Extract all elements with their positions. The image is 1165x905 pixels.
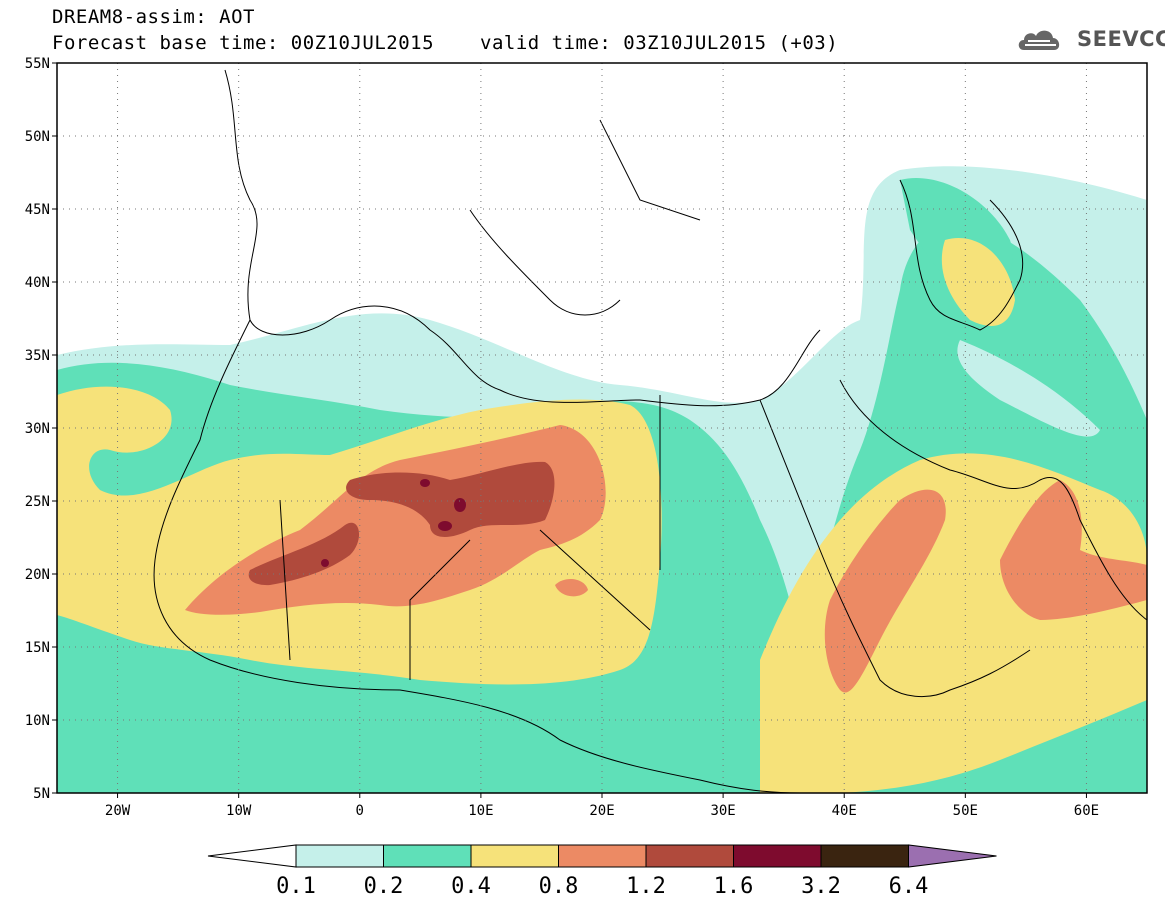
colorbar-label: 1.6 [714, 874, 754, 899]
title-base-time: Forecast base time: 00Z10JUL2015 [52, 32, 435, 54]
colorbar-swatch [470, 844, 559, 868]
logo-text: SEEVCCC [1077, 27, 1165, 51]
colorbar-swatch [820, 844, 909, 868]
colorbar-swatch [558, 844, 647, 868]
lon-tick-label: 10E [468, 803, 493, 819]
colorbar-label: 3.2 [801, 874, 841, 899]
coastlines [153, 69, 1147, 793]
aot-band-1.6 [420, 479, 430, 487]
lon-tick-label: 30E [710, 803, 735, 819]
lon-tick-label: 10W [226, 803, 252, 819]
colorbar-label: 6.4 [889, 874, 929, 899]
lon-tick-label: 0 [356, 803, 364, 819]
lat-tick-label: 20N [25, 567, 50, 583]
colorbar-label: 1.2 [626, 874, 666, 899]
lon-tick-label: 20W [105, 803, 131, 819]
lat-tick-label: 15N [25, 640, 50, 656]
lat-tick-label: 5N [33, 786, 50, 802]
colorbar-swatch [733, 844, 822, 868]
colorbar-arrow-high [908, 844, 997, 868]
title-product: DREAM8-assim: AOT [52, 6, 255, 28]
lon-axis: 20W 10W 0 10E 20E 30E 40E 50E 60E [105, 793, 1099, 819]
lon-tick-label: 50E [953, 803, 978, 819]
colorbar-swatch [645, 844, 734, 868]
lat-tick-label: 50N [25, 129, 50, 145]
lon-tick-label: 60E [1074, 803, 1099, 819]
lon-tick-label: 20E [589, 803, 614, 819]
colorbar-label: 0.1 [276, 874, 316, 899]
aot-band-1.2 [248, 522, 360, 586]
colorbar-label: 0.2 [364, 874, 404, 899]
colorbar-label: 0.4 [451, 874, 491, 899]
lat-tick-label: 40N [25, 275, 50, 291]
lon-tick-label: 40E [832, 803, 857, 819]
colorbar-swatch [383, 844, 472, 868]
lat-tick-label: 10N [25, 713, 50, 729]
lat-tick-label: 25N [25, 494, 50, 510]
aot-contours [57, 166, 1147, 793]
cloud-icon [1018, 30, 1060, 50]
colorbar-arrow-low [207, 844, 297, 868]
lat-tick-label: 35N [25, 348, 50, 364]
lat-tick-label: 30N [25, 421, 50, 437]
colorbar-label: 0.8 [539, 874, 579, 899]
colorbar-swatch [295, 844, 384, 868]
colorbar: 0.1 0.2 0.4 0.8 1.2 1.6 3.2 6.4 [207, 844, 997, 899]
lat-tick-label: 45N [25, 202, 50, 218]
lat-tick-label: 55N [25, 56, 50, 72]
title-valid-time: valid time: 03Z10JUL2015 (+03) [480, 32, 839, 54]
lat-axis: 55N 50N 45N 40N 35N 30N 25N 20N 15N 10N 5N [25, 56, 57, 802]
